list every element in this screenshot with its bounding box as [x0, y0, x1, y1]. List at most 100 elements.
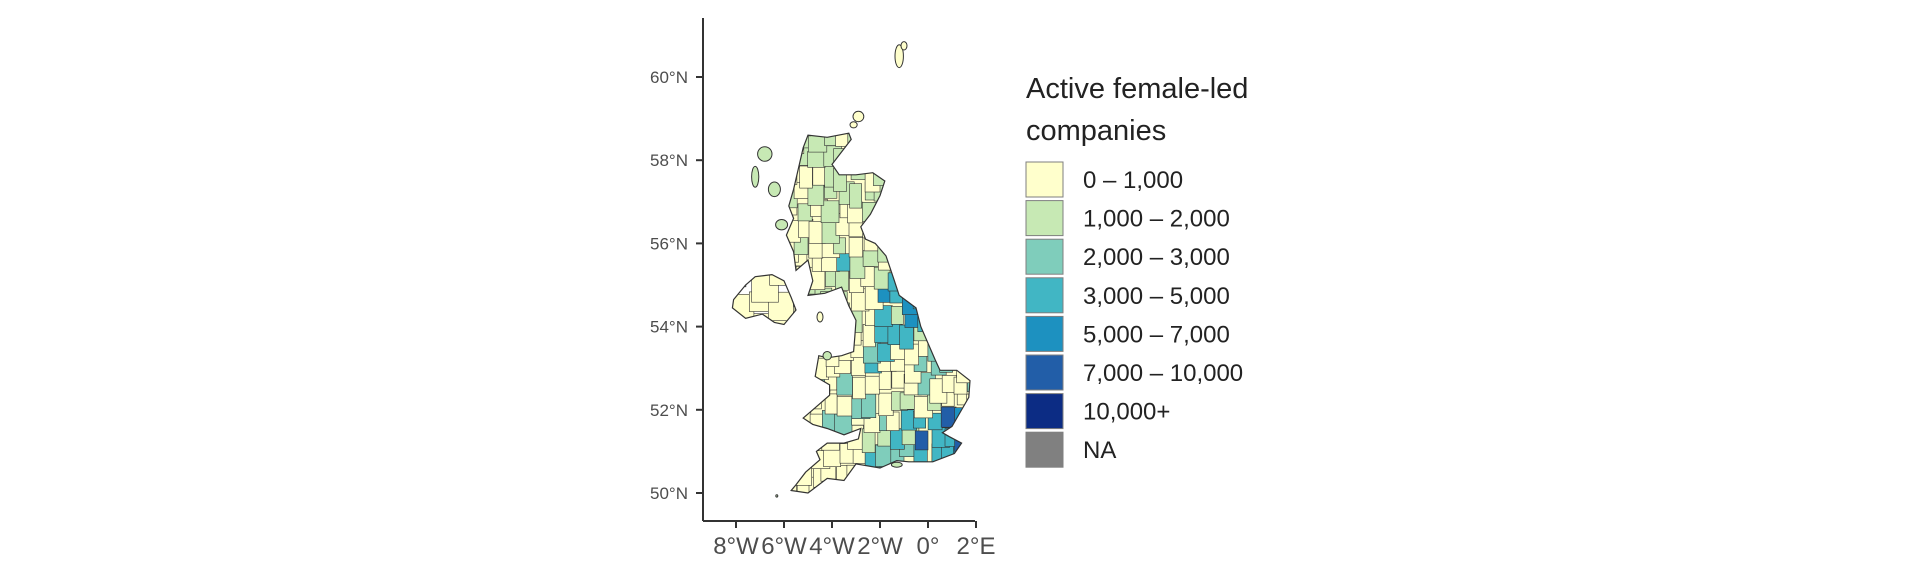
region-shape	[795, 133, 811, 149]
region-shape	[786, 340, 800, 359]
legend-swatch	[1025, 161, 1064, 198]
region-shape	[954, 465, 970, 483]
region-shape	[836, 113, 853, 132]
region-shape	[899, 392, 915, 410]
region-shape	[889, 237, 903, 256]
region-shape	[954, 428, 970, 452]
region-shape	[786, 461, 798, 481]
region-shape	[889, 465, 904, 487]
region-shape	[969, 254, 970, 277]
region-shape	[901, 199, 916, 221]
region-shape	[912, 287, 927, 310]
region-shape	[799, 165, 813, 189]
region-shape	[939, 217, 957, 239]
legend-title-line-1: Active female-led	[1026, 73, 1248, 105]
region-shape	[786, 111, 802, 129]
region-shape	[886, 133, 903, 137]
region-shape	[917, 231, 935, 248]
region-shape	[732, 274, 747, 288]
region-shape	[942, 302, 960, 321]
region-shape	[966, 463, 970, 486]
region-shape	[849, 144, 862, 163]
region-shape	[901, 113, 914, 131]
region-shape	[900, 237, 915, 263]
region-shape	[834, 483, 854, 493]
legend-item-label: NA	[1083, 437, 1116, 464]
region-shape	[794, 389, 809, 411]
region-shape	[932, 202, 950, 227]
region-shape	[900, 179, 916, 205]
region-shape	[808, 133, 828, 153]
region-shape	[954, 407, 970, 426]
region-shape	[902, 166, 921, 192]
island-shape	[852, 110, 865, 123]
region-shape	[939, 164, 957, 184]
region-shape	[965, 427, 970, 448]
region-shape	[888, 483, 907, 493]
region-shape	[926, 462, 942, 479]
region-shape	[874, 478, 889, 493]
region-shape	[820, 200, 840, 224]
region-shape	[820, 291, 839, 310]
region-shape	[786, 133, 805, 154]
island-shape	[816, 311, 824, 323]
legend-item-label: 3,000 – 5,000	[1083, 283, 1230, 310]
region-shape	[792, 314, 796, 325]
island-shape	[775, 219, 789, 231]
region-shape	[877, 238, 891, 263]
region-shape	[972, 146, 989, 170]
region-shape	[972, 179, 987, 196]
region-shape	[808, 335, 824, 356]
island-shape	[767, 181, 781, 198]
region-shape	[916, 133, 934, 152]
region-shape	[849, 183, 863, 209]
legend-item-label: 5,000 – 7,000	[1083, 321, 1230, 348]
legend-swatch	[1025, 315, 1064, 352]
region-shape	[879, 196, 896, 218]
region-shape	[913, 143, 933, 168]
region-shape	[826, 324, 840, 342]
region-shape	[865, 133, 879, 149]
region-shape	[953, 232, 967, 249]
great-britain-outline	[785, 132, 971, 494]
region-shape	[808, 428, 823, 452]
region-shape	[927, 133, 946, 135]
x-tick-label: 4°W	[809, 533, 855, 560]
region-shape	[873, 166, 891, 186]
region-shape	[965, 133, 970, 149]
region-shape	[796, 378, 813, 395]
x-tick-label: 0°	[917, 533, 940, 560]
island-shape	[894, 44, 904, 69]
region-shape	[955, 178, 970, 202]
region-shape	[913, 272, 927, 291]
region-shape	[967, 214, 970, 238]
region-shape	[944, 320, 962, 345]
region-shape	[889, 199, 904, 221]
region-shape	[930, 218, 945, 238]
region-shape	[862, 202, 877, 222]
region-shape	[864, 143, 879, 167]
region-shape	[797, 203, 813, 222]
region-shape	[786, 392, 798, 416]
region-shape	[878, 370, 892, 390]
region-shape	[890, 305, 904, 325]
region-shape	[967, 357, 970, 379]
region-shape	[932, 318, 946, 341]
region-shape	[849, 475, 863, 493]
region-shape	[873, 133, 891, 154]
region-shape	[928, 300, 946, 318]
region-shape	[928, 133, 948, 147]
y-tick-label: 52°N	[650, 401, 688, 420]
northern-ireland-outline	[731, 273, 797, 326]
region-shape	[925, 272, 945, 294]
region-shape	[913, 479, 928, 493]
region-shape	[812, 320, 832, 337]
region-shape	[852, 376, 866, 400]
region-shape	[966, 374, 970, 392]
region-shape	[965, 448, 970, 469]
legend-items: 0 – 1,000 1,000 – 2,000 2,000 – 3,000 3,000…	[1025, 161, 1243, 468]
region-shape	[945, 182, 963, 203]
region-shape	[927, 255, 942, 281]
legend-item-label: 10,000+	[1083, 399, 1170, 426]
region-shape	[864, 375, 880, 395]
